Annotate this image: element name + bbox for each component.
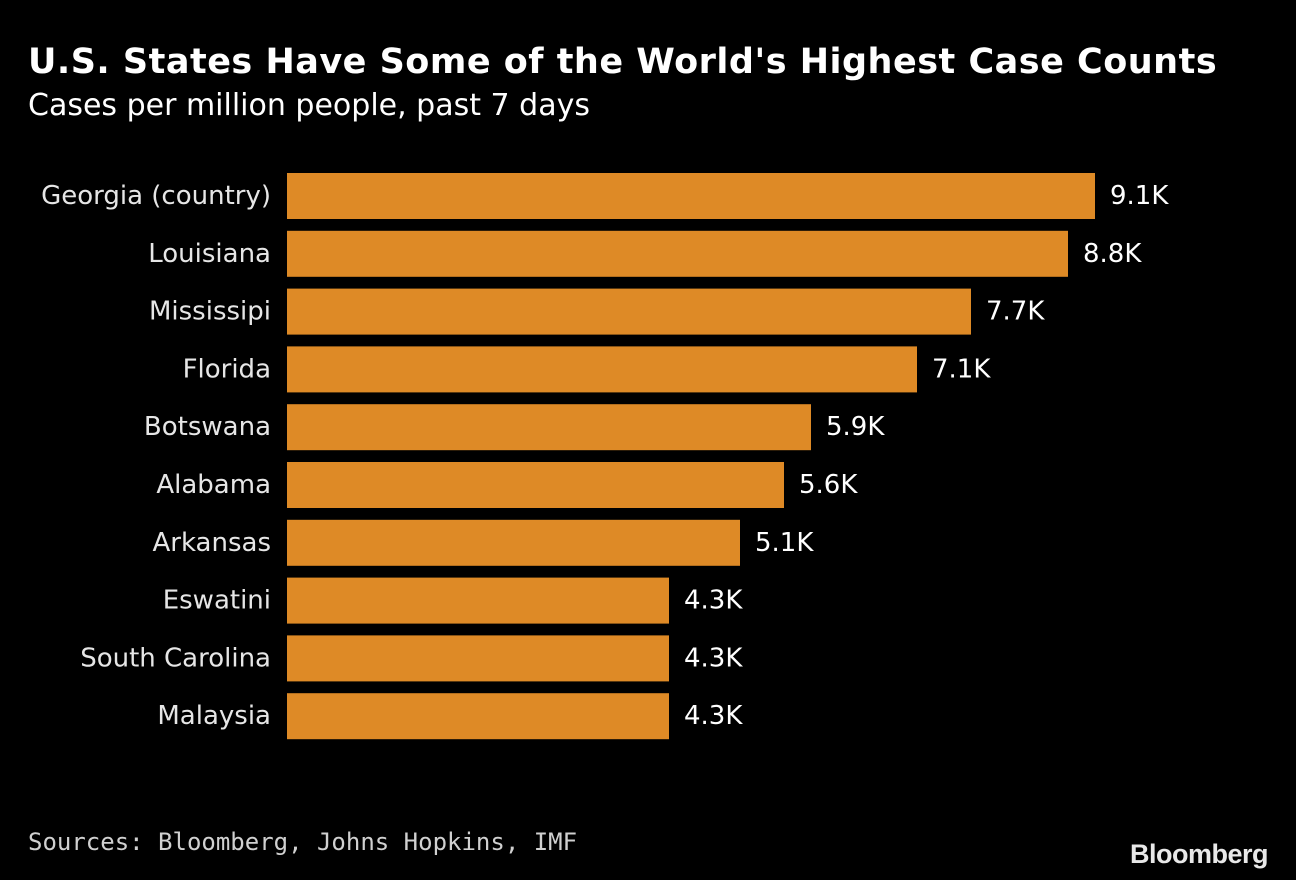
category-label: Arkansas [152,528,271,558]
bloomberg-logo: Bloomberg [1129,839,1269,869]
bar-chart: Georgia (country) 9.1K Louisiana 8.8K Missis… [41,173,1169,740]
bar [287,519,740,566]
source-note: Sources: Bloomberg, Johns Hopkins, IMF [28,828,578,856]
value-label: 5.6K [799,470,858,500]
value-label: 4.3K [684,643,743,673]
bar [287,577,669,624]
value-label: 4.3K [684,586,743,616]
bar [287,288,971,335]
category-label: Botswana [144,412,271,442]
value-label: 5.9K [826,412,885,442]
category-label: Florida [183,354,271,384]
bar [287,693,669,740]
value-label: 9.1K [1110,181,1169,211]
value-label: 7.7K [986,297,1045,327]
bar [287,230,1068,277]
value-label: 4.3K [684,701,743,731]
category-label: Georgia (country) [41,181,271,211]
category-label: Louisiana [148,239,271,269]
category-label: South Carolina [80,643,271,673]
value-label: 8.8K [1083,239,1142,269]
bar [287,346,917,393]
bar [287,173,1095,219]
bar [287,635,669,682]
category-label: Alabama [156,470,271,500]
chart-subtitle: Cases per million people, past 7 days [28,88,590,123]
bar [287,462,784,508]
value-label: 5.1K [755,528,814,558]
bar [287,404,811,451]
category-label: Mississipi [149,297,271,327]
chart-title: U.S. States Have Some of the World's Hig… [28,42,1218,82]
value-label: 7.1K [932,354,991,384]
category-label: Eswatini [163,586,271,616]
category-label: Malaysia [157,701,271,731]
